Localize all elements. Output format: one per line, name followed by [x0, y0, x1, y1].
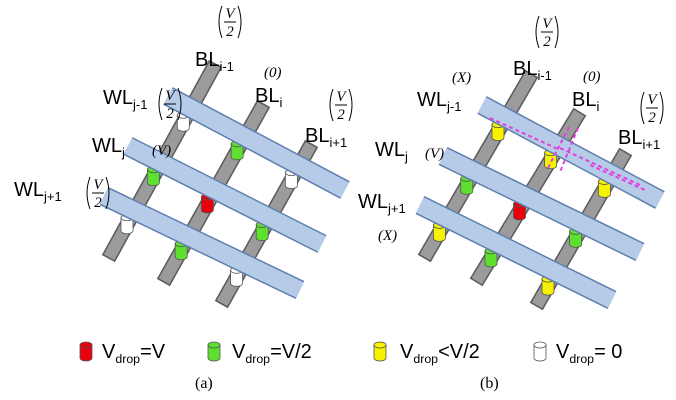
paren [159, 88, 162, 120]
label-sub: i+1 [329, 135, 347, 150]
label: BLi+1 [618, 127, 660, 152]
bias: (0) [264, 65, 282, 81]
label-main: V [232, 341, 246, 363]
bias-num: V [542, 16, 553, 32]
label-rest: <V/2 [438, 341, 480, 363]
label: WLj+1 [14, 179, 62, 204]
label-rest: =V/2 [270, 341, 312, 363]
paren [660, 92, 663, 124]
label: WLj-1 [103, 87, 147, 112]
label: Vdrop=V [102, 341, 166, 366]
label-sub: i [596, 99, 599, 114]
caption: (a) [195, 375, 213, 392]
label-sub: j-1 [446, 99, 461, 114]
label: BLi-1 [513, 58, 552, 83]
label-main: BL [255, 85, 279, 107]
label-main: V [102, 341, 116, 363]
label-main: WL [358, 191, 388, 213]
label: Vdrop= 0 [556, 341, 622, 366]
label-rest: =V [140, 341, 166, 363]
label-main: WL [417, 89, 447, 111]
label-sub: j+1 [43, 189, 62, 204]
bias-num: V [336, 89, 347, 105]
label-main: WL [92, 135, 122, 157]
bias-den: 2 [648, 110, 656, 126]
label-main: V [400, 341, 414, 363]
bias-num: V [647, 92, 658, 108]
label-sub: j-1 [132, 97, 147, 112]
label-main: BL [618, 127, 642, 149]
bias-den: 2 [337, 107, 345, 123]
label: BLi [572, 89, 599, 114]
label-sub: drop [245, 352, 270, 366]
caption: (b) [480, 375, 499, 392]
bias-num: V [93, 177, 104, 193]
bias-den: 2 [166, 106, 174, 122]
paren [536, 16, 539, 48]
label-sub: drop [569, 352, 594, 366]
bias-num: V [225, 6, 236, 22]
label-main: WL [375, 139, 405, 161]
label-main: V [556, 341, 570, 363]
paren [238, 6, 241, 38]
label-rest: = 0 [594, 341, 622, 363]
label-main: BL [513, 58, 537, 80]
label-sub: i+1 [642, 137, 660, 152]
label: WLj [92, 135, 125, 160]
label-sub: j [121, 145, 125, 160]
paren [330, 89, 333, 121]
bias: (X) [452, 70, 471, 86]
label-main: BL [572, 89, 596, 111]
cell-top [534, 342, 546, 348]
bias-den: 2 [226, 24, 234, 40]
cell-top [80, 342, 92, 348]
paren [87, 177, 90, 209]
label: BLi [255, 85, 282, 110]
cell [80, 342, 92, 361]
figure: BLi-1V2BLi(0)BLi+1V2WLj-1V2WLj(V)WLj+1V2… [0, 0, 676, 400]
bias: (0) [583, 69, 601, 85]
cell [534, 342, 546, 361]
label: WLj [375, 139, 408, 164]
label: BLi+1 [305, 125, 347, 150]
label-sub: i-1 [537, 68, 551, 83]
label-sub: i [279, 95, 282, 110]
bias: (V) [152, 143, 171, 159]
cell-top [208, 342, 220, 348]
cell [374, 342, 386, 361]
label-sub: j [404, 149, 408, 164]
label-main: BL [305, 125, 329, 147]
label-main: WL [103, 87, 133, 109]
label: WLj+1 [358, 191, 406, 216]
label-sub: j+1 [387, 201, 406, 216]
label: Vdrop=V/2 [232, 341, 312, 366]
paren [555, 16, 558, 48]
paren [219, 6, 222, 38]
label: BLi-1 [195, 49, 234, 74]
label: Vdrop<V/2 [400, 341, 480, 366]
bias-den: 2 [94, 195, 102, 211]
label-sub: i-1 [219, 59, 233, 74]
bias: (X) [378, 228, 397, 244]
label-main: WL [14, 179, 44, 201]
cell-top [374, 342, 386, 348]
label-sub: drop [413, 352, 438, 366]
label: WLj-1 [417, 89, 461, 114]
bias: (V) [425, 146, 444, 162]
paren [349, 89, 352, 121]
label-sub: drop [115, 352, 140, 366]
bias-den: 2 [543, 34, 551, 50]
label-main: BL [195, 49, 219, 71]
cell [208, 342, 220, 361]
paren [641, 92, 644, 124]
